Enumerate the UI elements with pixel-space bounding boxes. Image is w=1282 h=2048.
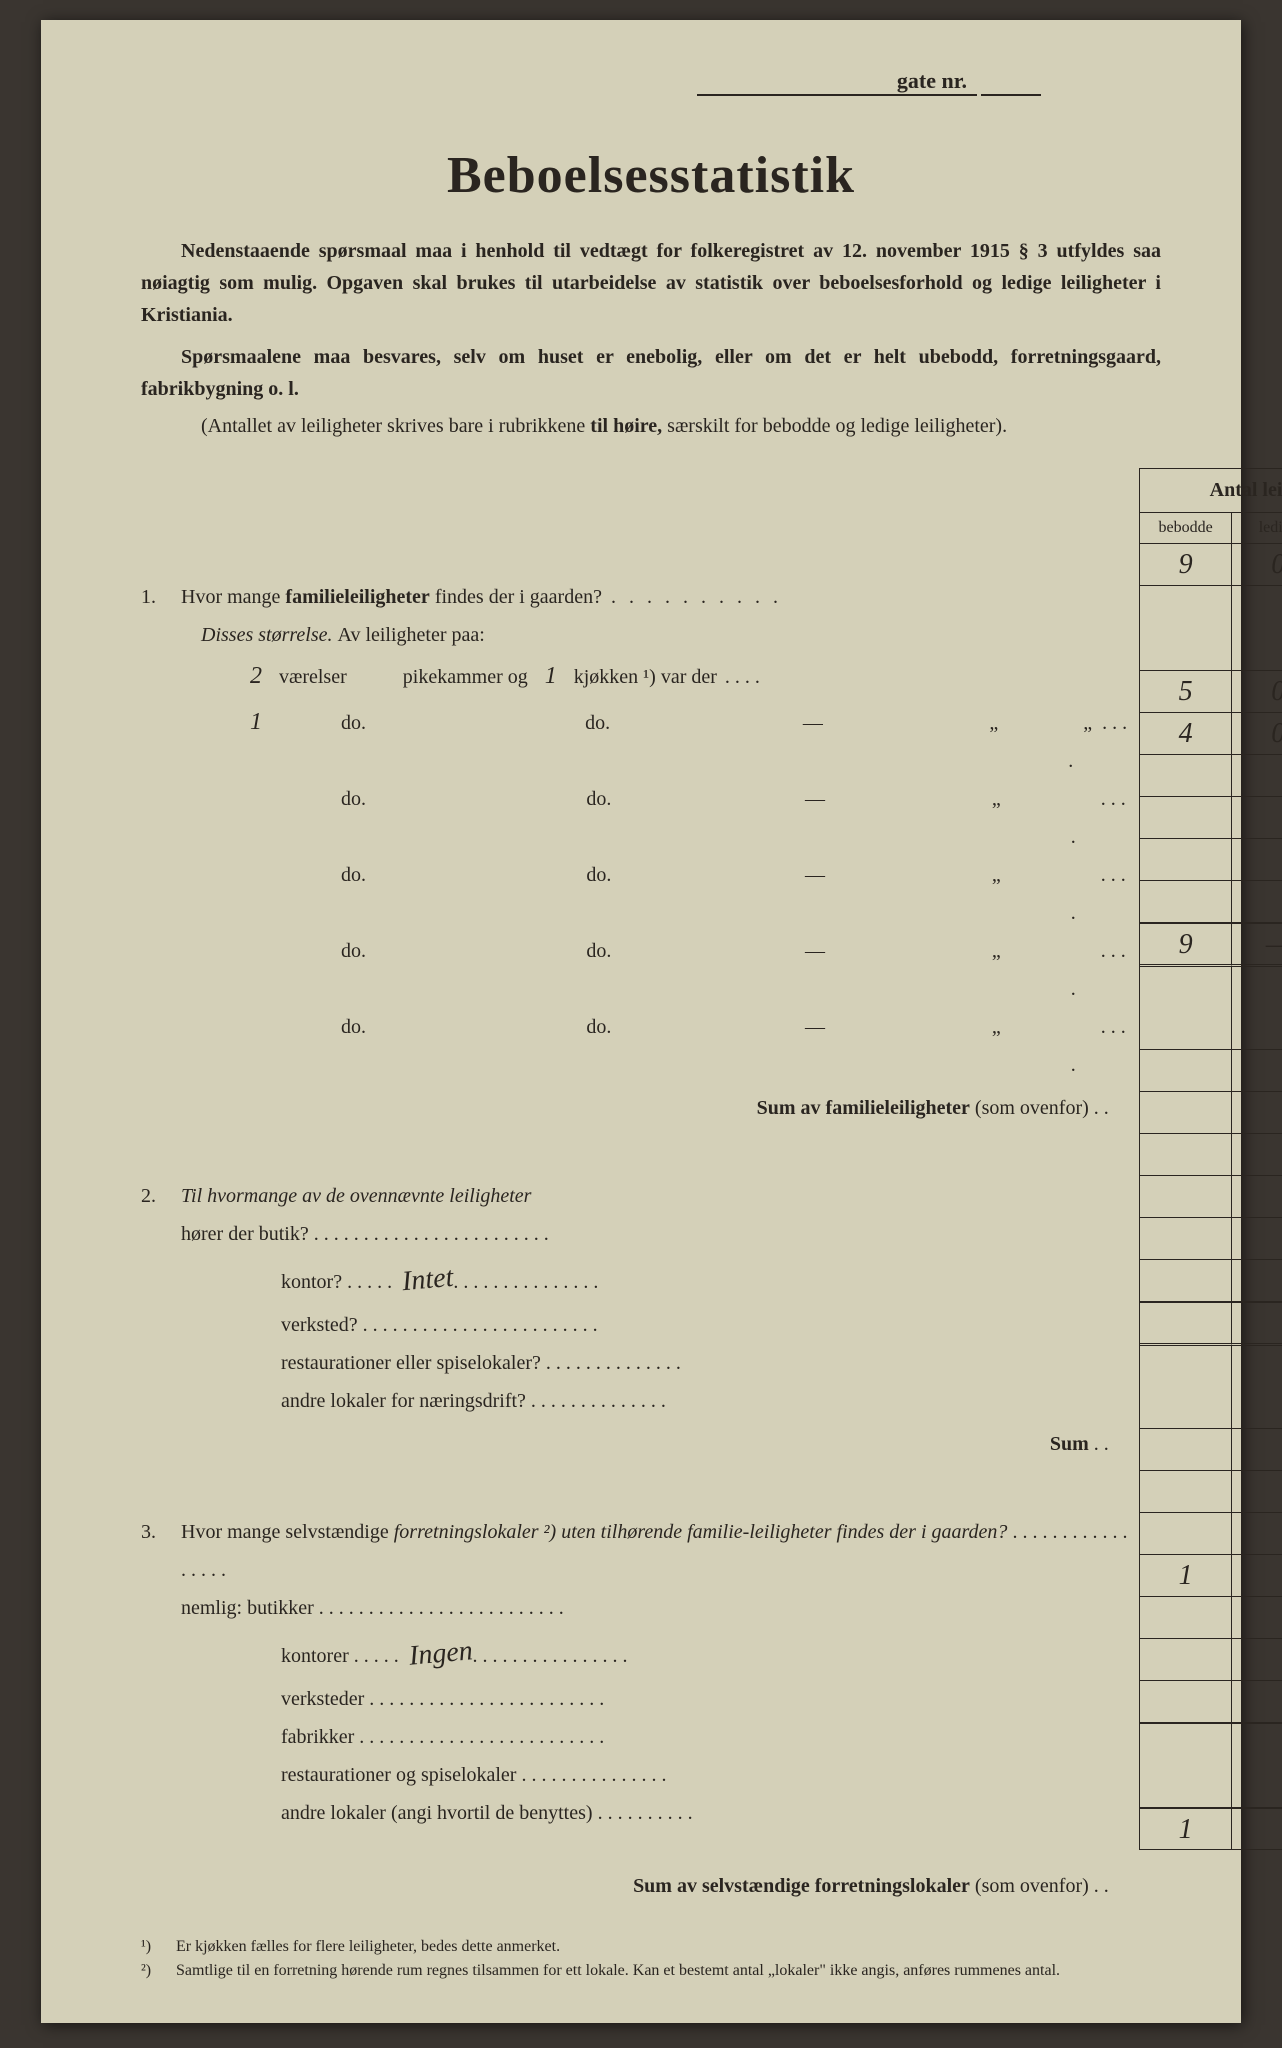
q2-sum: Sum . . [141, 1425, 1129, 1463]
q3-r3: fabrikker . . . . . . . . . . . . . . . … [281, 1718, 1129, 1756]
table-data: 909 505 404 9—9 [1140, 543, 1282, 1849]
q1-do-row-1: 1 do. do. — „ „ . . . . [241, 700, 1129, 780]
header-gate-nr: gate nr. [141, 70, 1161, 96]
q2-r1: hører der butik? . . . . . . . . . . . .… [181, 1215, 1129, 1253]
table-title: Antal leiligheter [1140, 469, 1282, 513]
footnote-1: ¹) Er kjøkken fælles for flere leilighet… [141, 1935, 1161, 1959]
q1-sub: Disses størrelse. Av leiligheter paa: [201, 616, 1129, 654]
q1-size-row-1: 2 værelser pikekammer og 1 kjøkken ¹) va… [241, 654, 1129, 700]
q3-r2: verksteder . . . . . . . . . . . . . . .… [281, 1680, 1129, 1718]
q1-sum: Sum av familieleiligheter (som ovenfor) … [141, 1089, 1129, 1127]
intro-note: (Antallet av leiligheter skrives bare i … [201, 415, 1161, 438]
table-col-headers: bebodde ledige ialt [1140, 513, 1282, 543]
q2-r4: restaurationer eller spiselokaler? . . .… [281, 1344, 1129, 1382]
q1-do-row-5: do. do. — „ . . . . [241, 1008, 1129, 1084]
questions-column: 1. Hvor mange familieleiligheter findes … [141, 468, 1129, 1905]
q3-r1: kontorer . . . . .Ingen. . . . . . . . .… [281, 1627, 1129, 1680]
q2-r5: andre lokaler for næringsdrift? . . . . … [281, 1382, 1129, 1420]
q3-r4: restaurationer og spiselokaler . . . . .… [281, 1756, 1129, 1794]
q2-r2: kontor? . . . . .Intet. . . . . . . . . … [281, 1253, 1129, 1306]
q3-sum: Sum av selvstændige forretningslokaler (… [141, 1867, 1129, 1905]
q3-r5: andre lokaler (angi hvortil de benyttes)… [281, 1794, 1129, 1832]
q1: 1. Hvor mange familieleiligheter findes … [141, 578, 1129, 616]
side-table-wrapper: Antal leiligheter bebodde ledige ialt 90… [1139, 468, 1282, 1905]
intro-p1: Nedenstaaende spørsmaal maa i henhold ti… [141, 235, 1161, 331]
footnote-2: ²) Samtlige til en forretning hørende ru… [141, 1959, 1161, 1983]
q3-r0: nemlig: butikker . . . . . . . . . . . .… [181, 1589, 1129, 1627]
q3: 3. Hvor mange selvstændige forretningslo… [141, 1513, 1129, 1589]
q1-do-row-4: do. do. — „ . . . . [241, 932, 1129, 1008]
footnotes: ¹) Er kjøkken fælles for flere leilighet… [141, 1935, 1161, 1983]
intro-p2: Spørsmaalene maa besvares, selv om huset… [141, 341, 1161, 405]
q1-do-row-2: do. do. — „ . . . . [241, 780, 1129, 856]
side-table: Antal leiligheter bebodde ledige ialt 90… [1139, 468, 1282, 1850]
page-title: Beboelsesstatistik [141, 146, 1161, 205]
gate-label: gate nr. [897, 68, 967, 94]
q2-r3: verksted? . . . . . . . . . . . . . . . … [281, 1306, 1129, 1344]
q2: 2. Til hvormange av de ovennævnte leilig… [141, 1177, 1129, 1215]
q1-do-row-3: do. do. — „ . . . . [241, 856, 1129, 932]
document-page: gate nr. Beboelsesstatistik Nedenstaaend… [41, 20, 1241, 2023]
